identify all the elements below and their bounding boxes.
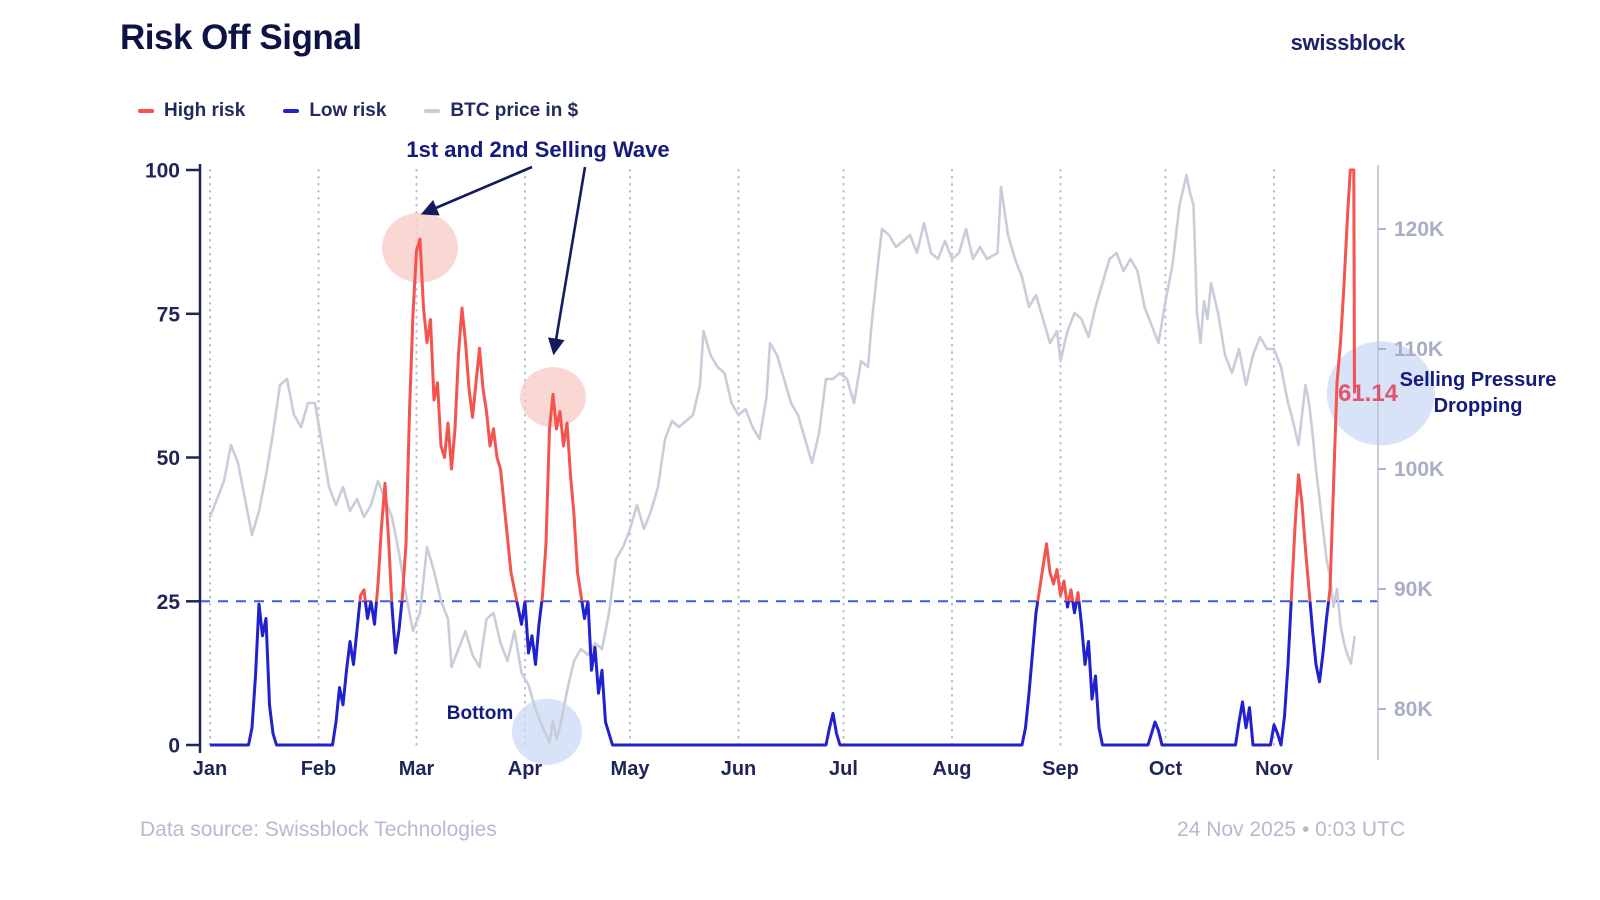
left-axis-tick-label: 100 <box>145 160 180 183</box>
month-label: Feb <box>301 758 337 780</box>
month-label: Jul <box>829 758 858 780</box>
annotation-arrow <box>420 165 533 216</box>
month-label: Jan <box>193 758 227 780</box>
bottom-circle <box>512 698 582 765</box>
legend-label-btc-price: BTC price in $ <box>450 100 579 121</box>
annotation-selling-pressure: Selling Pressure Dropping <box>1399 369 1557 417</box>
legend-label-low-risk: Low risk <box>309 100 387 121</box>
low-risk-dash-icon <box>283 109 300 113</box>
annotation-arrow <box>547 166 587 356</box>
right-axis-tick-label: 100K <box>1394 458 1444 481</box>
month-label: Nov <box>1255 758 1294 780</box>
btc-price-line <box>208 173 1356 744</box>
timestamp: 24 Nov 2025 • 0:03 UTC <box>1177 818 1405 841</box>
left-axis-tick-label: 50 <box>157 447 180 470</box>
high-risk-line <box>358 168 1356 602</box>
annotation-selling-wave: 1st and 2nd Selling Wave <box>406 137 670 162</box>
brand-logo: swissblock <box>1290 30 1406 55</box>
left-axis-tick-label: 0 <box>168 735 180 758</box>
month-label: Aug <box>933 758 972 780</box>
legend-item-high-risk: High risk <box>138 100 245 122</box>
month-label: Apr <box>508 758 543 780</box>
legend-label-high-risk: High risk <box>164 100 246 121</box>
left-axis-tick-label: 75 <box>157 303 181 326</box>
right-axis-tick-label: 120K <box>1394 218 1444 241</box>
annotation-bottom: Bottom <box>446 703 514 724</box>
month-label: May <box>611 758 651 780</box>
high-risk-dash-icon <box>138 109 154 113</box>
page-title: Risk Off Signal <box>120 18 362 57</box>
left-axis-tick-label: 25 <box>157 591 181 614</box>
right-axis-tick-label: 90K <box>1394 578 1433 601</box>
last-value-label: 61.14 <box>1337 380 1399 407</box>
month-label: Oct <box>1149 758 1183 780</box>
month-label: Mar <box>399 758 435 780</box>
legend-item-low-risk: Low risk <box>283 100 386 122</box>
right-axis-tick-label: 110K <box>1394 338 1443 361</box>
btc-price-dash-icon <box>424 109 441 113</box>
month-label: Jun <box>721 758 757 780</box>
data-source-note: Data source: Swissblock Technologies <box>140 818 497 841</box>
chart-legend: High risk Low risk BTC price in $ <box>138 100 578 122</box>
legend-item-btc-price: BTC price in $ <box>424 100 578 122</box>
low-risk-line <box>210 601 1331 747</box>
month-label: Sep <box>1042 758 1079 780</box>
right-axis-tick-label: 80K <box>1394 698 1433 721</box>
